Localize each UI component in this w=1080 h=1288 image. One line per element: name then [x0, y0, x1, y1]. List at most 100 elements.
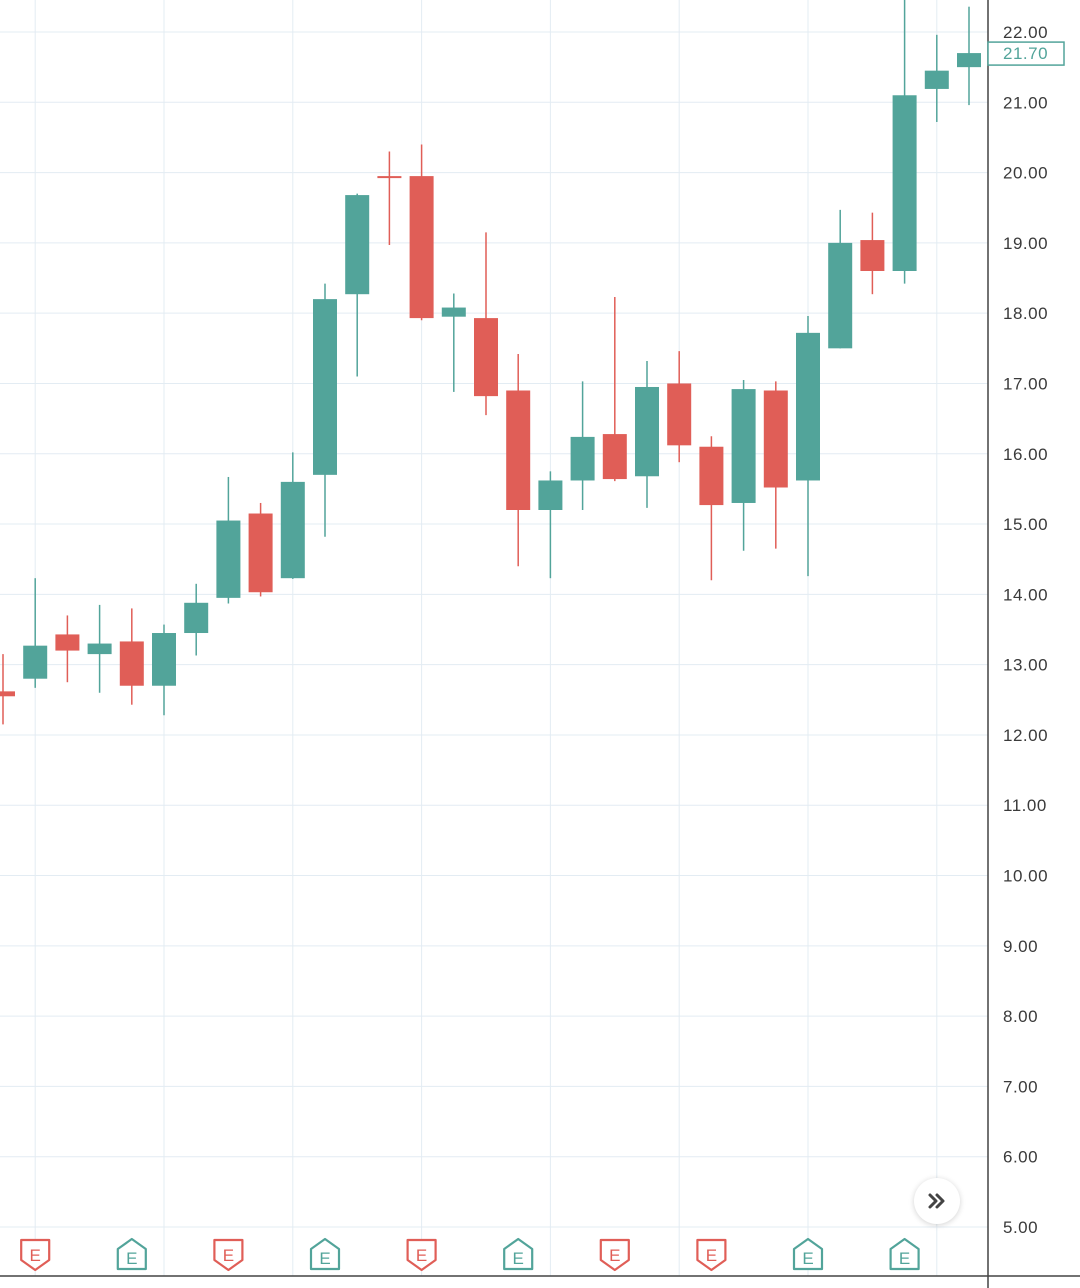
candle-body [538, 480, 563, 510]
candle [506, 353, 531, 567]
earnings-marker: E [20, 1238, 51, 1272]
earnings-marker-shape [116, 1237, 147, 1271]
earnings-marker-shape [309, 1237, 341, 1271]
earnings-marker-shape [696, 1238, 727, 1272]
candle-body [570, 436, 595, 481]
candle [570, 381, 595, 510]
candle-body [441, 307, 466, 317]
candle [796, 315, 820, 577]
earnings-marker-label: E [609, 1246, 620, 1265]
price-tick-label: 12.00 [1003, 726, 1048, 745]
candle-body [55, 634, 80, 651]
candle-body [23, 645, 48, 679]
price-tick-label: 5.00 [1003, 1218, 1038, 1237]
candle [23, 578, 48, 688]
price-tick-label: 18.00 [1003, 304, 1048, 323]
candle-body [345, 195, 370, 295]
earnings-marker: E [406, 1238, 437, 1272]
earnings-marker-shape [792, 1237, 824, 1271]
candle [602, 297, 627, 482]
candle [248, 502, 273, 597]
candle-body [635, 386, 659, 477]
earnings-marker-label: E [706, 1246, 717, 1265]
grid [0, 0, 988, 1276]
price-tick-label: 11.00 [1003, 796, 1047, 815]
price-tick-label: 14.00 [1003, 585, 1048, 604]
candle [87, 604, 112, 693]
candle-body [957, 53, 981, 68]
candle [280, 452, 305, 579]
candle [699, 436, 724, 581]
candle [409, 144, 434, 321]
candle-body [796, 332, 820, 481]
candle [892, 0, 917, 284]
candle [313, 283, 337, 537]
candle-body [602, 434, 627, 480]
candle-body [313, 299, 337, 475]
earnings-marker: E [889, 1237, 920, 1271]
candle-body [280, 481, 305, 579]
candle-body [377, 176, 402, 179]
price-tick-label: 8.00 [1003, 1007, 1038, 1026]
candle-body [828, 242, 853, 349]
price-tick-label: 21.00 [1003, 93, 1048, 112]
candle-body [0, 691, 15, 697]
candle [119, 608, 144, 705]
candle-body [731, 389, 756, 503]
earnings-marker-label: E [30, 1246, 41, 1265]
double-chevron-right-icon [928, 1193, 945, 1209]
scroll-to-latest-button[interactable] [914, 1178, 960, 1224]
earnings-marker-label: E [802, 1249, 813, 1268]
candle-body [667, 383, 692, 446]
candle [635, 360, 659, 508]
earnings-marker-label: E [899, 1249, 910, 1268]
earnings-marker: E [116, 1237, 147, 1271]
earnings-marker-label: E [416, 1246, 427, 1265]
earnings-marker: E [213, 1238, 244, 1272]
candle-body [763, 390, 788, 488]
candle-body [860, 240, 885, 271]
candle-body [892, 95, 917, 271]
price-tick-label: 22.00 [1003, 23, 1048, 42]
price-tick-label: 19.00 [1003, 234, 1048, 253]
candle-body [474, 318, 498, 397]
earnings-marker-shape [503, 1237, 534, 1271]
candle [55, 615, 80, 683]
candle [0, 654, 15, 725]
candle-body [924, 70, 949, 89]
last-price-badge [987, 41, 1065, 66]
earnings-marker: E [792, 1237, 824, 1271]
price-tick-label: 7.00 [1003, 1077, 1038, 1096]
price-tick-label: 20.00 [1003, 164, 1048, 183]
candle [828, 209, 853, 349]
candle [377, 151, 402, 245]
earnings-marker-shape [20, 1238, 51, 1272]
candle [474, 232, 498, 416]
price-tick-label: 9.00 [1003, 937, 1038, 956]
candle [345, 193, 370, 377]
candle-body [216, 520, 241, 598]
candle-body [87, 643, 112, 655]
candle [216, 476, 241, 604]
candle-body [699, 446, 724, 506]
candle [957, 6, 981, 106]
candle [924, 34, 949, 122]
last-price-label: 21.70 [1003, 44, 1048, 63]
candles [0, 0, 981, 725]
earnings-marker: E [696, 1238, 727, 1272]
candle [538, 471, 563, 579]
candle-body [506, 390, 531, 510]
earnings-marker-shape [599, 1238, 630, 1272]
earnings-marker-shape [889, 1237, 920, 1271]
earnings-marker: E [599, 1238, 630, 1272]
candle [763, 381, 788, 549]
earnings-marker-label: E [223, 1246, 234, 1265]
price-tick-label: 10.00 [1003, 867, 1048, 886]
candle [731, 379, 756, 551]
price-tick-label: 17.00 [1003, 374, 1048, 393]
candle [667, 351, 692, 463]
price-tick-label: 15.00 [1003, 515, 1048, 534]
